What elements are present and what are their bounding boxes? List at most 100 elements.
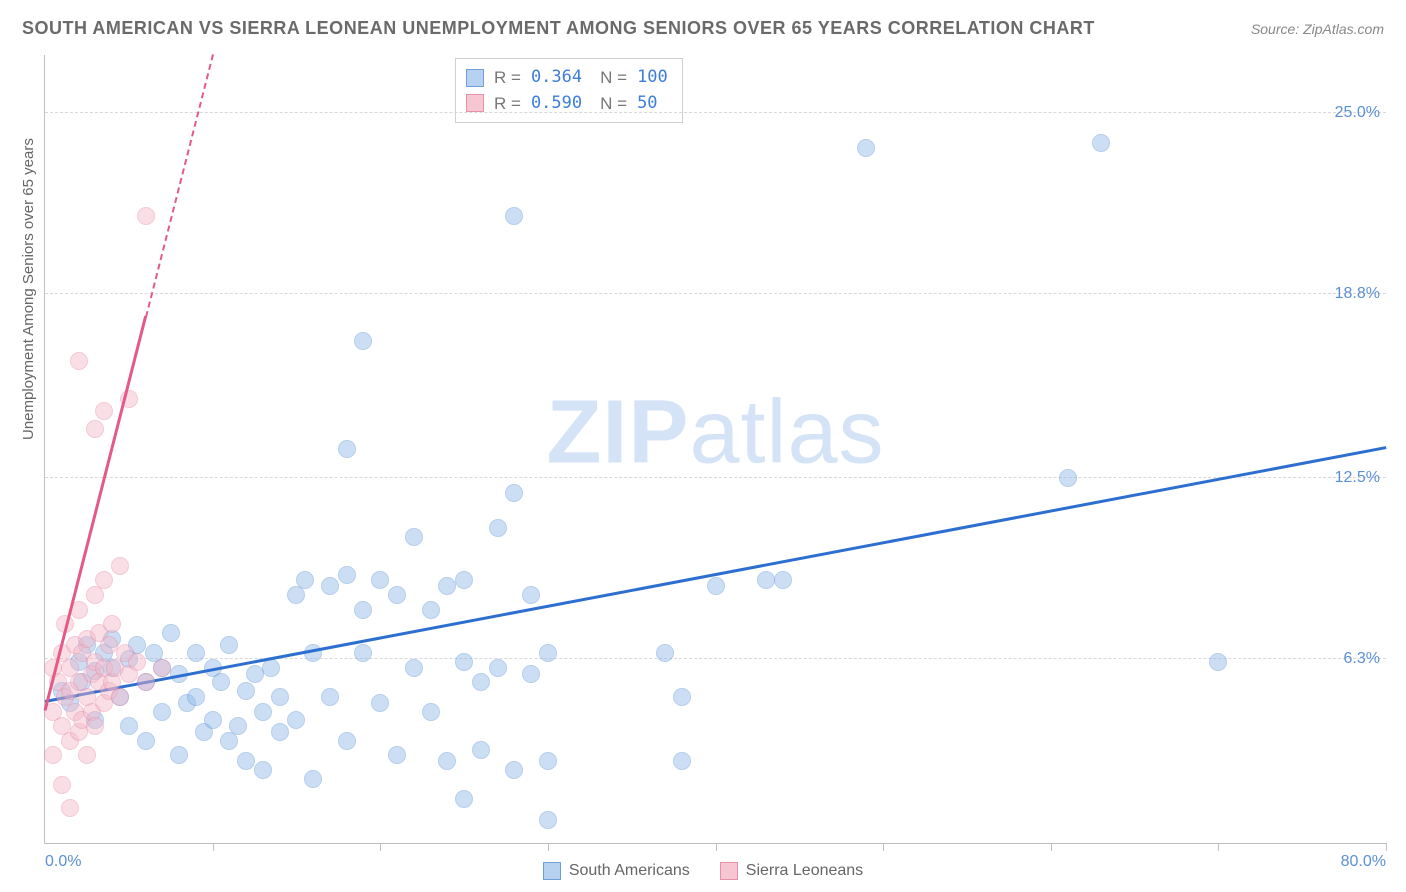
- data-point: [204, 711, 222, 729]
- x-tick: [1051, 843, 1052, 851]
- data-point: [111, 557, 129, 575]
- data-point: [254, 703, 272, 721]
- data-point: [137, 207, 155, 225]
- y-tick-label: 25.0%: [1335, 104, 1380, 122]
- data-point: [857, 139, 875, 157]
- data-point: [321, 577, 339, 595]
- data-point: [304, 770, 322, 788]
- y-tick-label: 18.8%: [1335, 285, 1380, 303]
- data-point: [61, 799, 79, 817]
- data-point: [86, 717, 104, 735]
- legend-label: Sierra Leoneans: [746, 862, 863, 880]
- watermark: ZIPatlas: [546, 382, 884, 485]
- y-axis-label: Unemployment Among Seniors over 65 years: [20, 138, 37, 440]
- data-point: [522, 665, 540, 683]
- data-point: [422, 703, 440, 721]
- chart-header: SOUTH AMERICAN VS SIERRA LEONEAN UNEMPLO…: [0, 0, 1406, 49]
- data-point: [388, 746, 406, 764]
- y-tick-label: 6.3%: [1344, 650, 1380, 668]
- data-point: [1059, 469, 1077, 487]
- data-point: [1092, 134, 1110, 152]
- data-point: [53, 776, 71, 794]
- trend-line: [45, 446, 1387, 703]
- data-point: [455, 790, 473, 808]
- data-point: [262, 659, 280, 677]
- x-tick: [548, 843, 549, 851]
- x-tick: [380, 843, 381, 851]
- data-point: [505, 207, 523, 225]
- data-point: [472, 741, 490, 759]
- data-point: [338, 566, 356, 584]
- data-point: [354, 601, 372, 619]
- legend: South Americans Sierra Leoneans: [0, 862, 1406, 880]
- data-point: [1209, 653, 1227, 671]
- data-point: [187, 688, 205, 706]
- x-tick: [1218, 843, 1219, 851]
- stats-row: R = 0.364 N = 100: [466, 65, 668, 91]
- data-point: [405, 528, 423, 546]
- legend-swatch-icon: [720, 862, 738, 880]
- r-value: 0.364: [531, 65, 582, 91]
- data-point: [673, 752, 691, 770]
- data-point: [673, 688, 691, 706]
- data-point: [153, 703, 171, 721]
- data-point: [438, 577, 456, 595]
- data-point: [296, 571, 314, 589]
- data-point: [44, 746, 62, 764]
- data-point: [95, 571, 113, 589]
- data-point: [338, 732, 356, 750]
- gridline: [45, 112, 1386, 113]
- data-point: [422, 601, 440, 619]
- data-point: [170, 746, 188, 764]
- data-point: [505, 761, 523, 779]
- data-point: [212, 673, 230, 691]
- data-point: [321, 688, 339, 706]
- x-tick: [213, 843, 214, 851]
- data-point: [70, 352, 88, 370]
- data-point: [707, 577, 725, 595]
- data-point: [237, 752, 255, 770]
- data-point: [246, 665, 264, 683]
- data-point: [237, 682, 255, 700]
- data-point: [455, 571, 473, 589]
- chart-source: Source: ZipAtlas.com: [1251, 21, 1384, 37]
- data-point: [95, 402, 113, 420]
- data-point: [354, 332, 372, 350]
- data-point: [187, 644, 205, 662]
- data-point: [539, 811, 557, 829]
- data-point: [354, 644, 372, 662]
- data-point: [505, 484, 523, 502]
- data-point: [271, 688, 289, 706]
- data-point: [371, 571, 389, 589]
- data-point: [522, 586, 540, 604]
- data-point: [100, 636, 118, 654]
- data-point: [774, 571, 792, 589]
- data-point: [86, 420, 104, 438]
- data-point: [371, 694, 389, 712]
- data-point: [153, 659, 171, 677]
- data-point: [229, 717, 247, 735]
- stat-label: R =: [494, 65, 521, 91]
- data-point: [220, 636, 238, 654]
- data-point: [254, 761, 272, 779]
- data-point: [472, 673, 490, 691]
- data-point: [137, 673, 155, 691]
- data-point: [489, 519, 507, 537]
- stat-label: N =: [600, 65, 627, 91]
- data-point: [539, 752, 557, 770]
- series-swatch-icon: [466, 94, 484, 112]
- data-point: [137, 732, 155, 750]
- legend-item: Sierra Leoneans: [720, 862, 863, 880]
- gridline: [45, 658, 1386, 659]
- gridline: [45, 293, 1386, 294]
- legend-item: South Americans: [543, 862, 690, 880]
- scatter-plot-area: ZIPatlas R = 0.364 N = 100 R = 0.590 N =…: [44, 55, 1386, 844]
- data-point: [489, 659, 507, 677]
- data-point: [539, 644, 557, 662]
- data-point: [271, 723, 289, 741]
- data-point: [162, 624, 180, 642]
- data-point: [757, 571, 775, 589]
- data-point: [287, 711, 305, 729]
- data-point: [338, 440, 356, 458]
- n-value: 100: [637, 65, 668, 91]
